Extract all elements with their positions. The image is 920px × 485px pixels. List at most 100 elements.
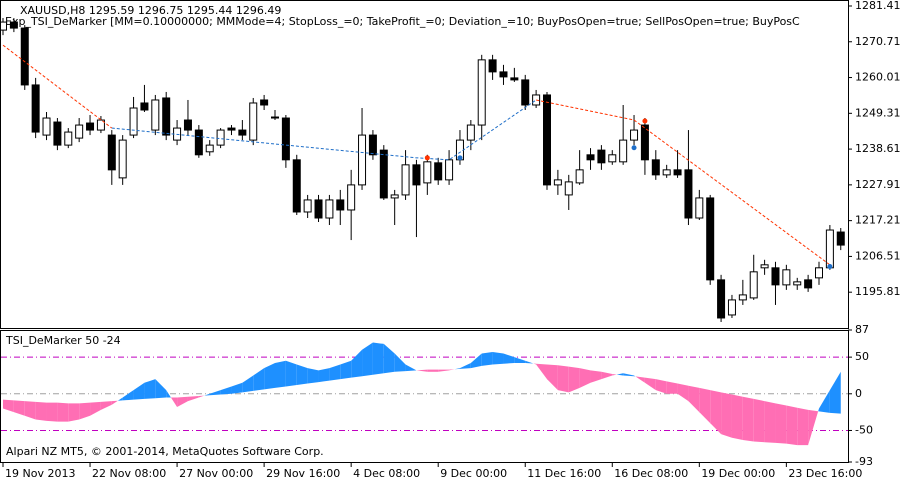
oscillator-fill [68,403,80,422]
oscillator-fill [318,368,330,383]
oscillator-fill [187,396,199,402]
y-tick-label: 1270.71 [855,35,901,48]
oscillator-fill [220,386,232,395]
candle-body [466,124,475,141]
candle-body [20,27,29,86]
oscillator-fill [198,395,205,398]
oscillator-fill [721,392,732,438]
oscillator-fill [122,390,134,401]
candle-body [749,271,758,299]
candle-body [151,99,160,131]
oscillator-fill [204,393,210,396]
candle-body [390,194,399,199]
oscillator-fill [775,403,787,444]
oscillator-fill [742,396,754,442]
candle-body [379,149,388,199]
oscillator-fill [710,390,722,435]
candle-body [118,139,127,179]
oscillator-fill [13,400,25,416]
oscillator-fill [601,371,613,380]
oscillator-fill [525,360,534,364]
y-tick-label: 1195.81 [855,285,901,298]
oscillator-fill [307,368,319,384]
oscillator-fill [688,385,700,413]
oscillator-fill [503,353,515,364]
candle-body [1,21,7,31]
expert-header: Exp_TSI_DeMarker [MM=0.10000000; MMMode=… [5,15,800,28]
candle-body [216,129,225,146]
oscillator-fill [699,387,711,424]
candle-body [825,229,834,269]
trade-signal [827,263,833,269]
oscillator-fill [568,366,580,393]
x-tick-label: 29 Nov 16:00 [266,467,340,480]
candle-body [804,279,813,289]
oscillator-fill [634,375,636,377]
y-tick-label: 1260.01 [855,71,901,84]
oscillator-fill [623,373,635,377]
candle-body [488,59,497,73]
candle-body [695,197,704,219]
candle-body [836,231,845,246]
signal-line [536,99,831,266]
oscillator-fill [764,401,776,443]
oscillator-fill [557,365,569,393]
x-tick-label: 19 Dec 00:00 [701,467,775,480]
candle-body [521,79,530,106]
oscillator-fill [117,397,123,401]
signal-line [2,44,113,129]
oscillator-fill [57,402,69,422]
oscillator-fill [296,364,308,385]
oscillator-fill [616,373,624,376]
y-tick-label: 1281.41 [855,0,901,12]
oscillator-fill [351,349,363,378]
indicator-pane [0,330,849,463]
candle-body [630,129,639,141]
oscillator-fill [612,374,617,376]
copyright: Alpari NZ MT5, © 2001-2014, MetaQuotes S… [6,445,324,458]
trade-signal [457,155,463,161]
candle-body [292,159,301,213]
candle-body [619,139,628,163]
candle-body [815,267,823,279]
candle-body [434,162,443,181]
oscillator-fill [533,363,537,365]
candle-body [477,59,486,126]
y-tick-label: 1206.51 [855,249,901,262]
oscillator-fill [677,383,689,402]
oscillator-fill [454,368,460,370]
candle-body [684,169,693,219]
candle-body [368,134,377,156]
oscillator-fill [3,399,14,413]
signal-line [111,99,537,161]
oscillator-fill [362,342,373,377]
oscillator-fill [100,401,112,410]
candle-body [96,119,105,131]
candle-body [510,77,519,81]
candle-body [75,124,84,139]
oscillator-fill [427,369,439,372]
trade-signal [424,155,430,161]
candle-body [771,267,780,286]
oscillator-fill [264,363,275,390]
candle-body [194,129,203,156]
candle-body [238,129,247,136]
oscillator-fill [177,396,188,407]
oscillator-fill [405,364,417,372]
oscillator-fill [829,371,841,414]
oscillator-fill [514,357,526,363]
oscillator-fill [170,397,178,407]
candle-body [706,197,715,281]
candle-body [183,119,192,131]
axes: 1281.41 1270.71 1260.01 1249.31 1238.61 1227.… [2,0,901,480]
oscillator-fill [481,352,493,366]
candle-body [717,279,726,319]
x-tick-label: 22 Nov 08:00 [92,467,166,480]
oscillator-fill [655,379,667,394]
oscillator-fill [644,377,656,391]
oscillator-fill [275,360,286,388]
candle-body [793,281,802,286]
candle-body [760,264,769,269]
candle-body [586,154,595,161]
oscillator-fill [416,369,428,372]
